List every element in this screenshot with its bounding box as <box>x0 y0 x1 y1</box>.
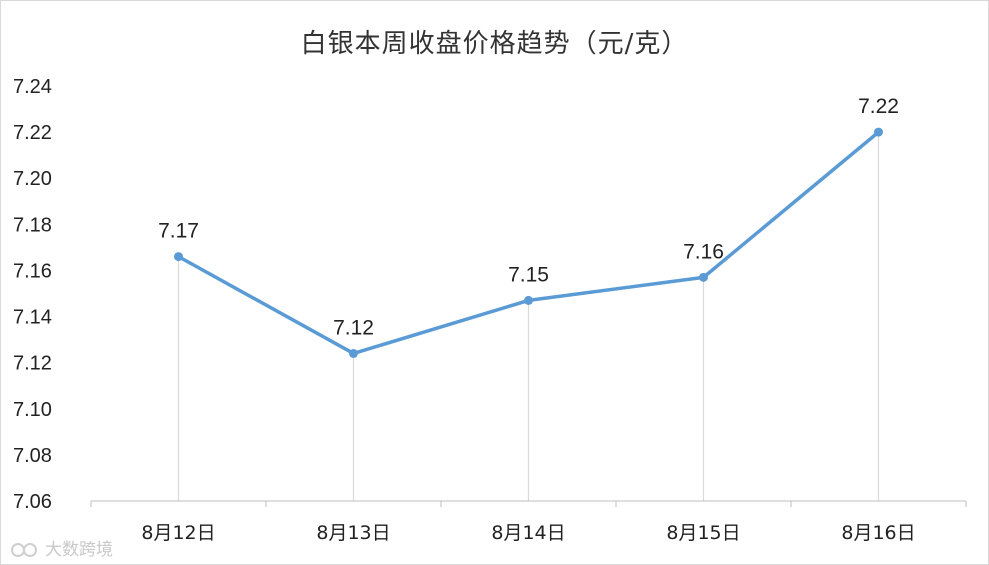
y-tick-label: 7.16 <box>13 260 52 282</box>
chart-title: 白银本周收盘价格趋势（元/克） <box>300 29 689 59</box>
x-tick-label: 8月12日 <box>141 522 215 544</box>
y-tick-label: 7.24 <box>13 76 52 98</box>
x-tick-label: 8月16日 <box>841 522 915 544</box>
data-point <box>874 127 883 137</box>
x-tick-label: 8月14日 <box>491 522 565 544</box>
data-label: 7.12 <box>333 316 374 339</box>
watermark-logo-icon <box>11 541 41 559</box>
data-label: 7.22 <box>858 95 899 118</box>
data-label: 7.15 <box>508 263 549 286</box>
data-label: 7.16 <box>683 240 724 263</box>
x-tick-label: 8月15日 <box>666 522 740 544</box>
watermark: 大数跨境 <box>11 535 113 560</box>
watermark-text: 大数跨境 <box>45 540 113 560</box>
y-tick-label: 7.10 <box>13 399 52 421</box>
data-point <box>174 252 183 262</box>
data-label: 7.17 <box>158 220 199 243</box>
x-tick-label: 8月13日 <box>316 522 390 544</box>
y-tick-label: 7.08 <box>13 445 52 467</box>
y-tick-label: 7.18 <box>13 214 52 236</box>
y-tick-label: 7.22 <box>13 122 52 144</box>
data-point <box>699 272 708 282</box>
y-tick-label: 7.12 <box>13 353 52 375</box>
data-point <box>349 348 358 358</box>
y-tick-label: 7.14 <box>13 307 52 329</box>
y-tick-label: 7.06 <box>13 491 52 513</box>
data-point <box>524 295 533 305</box>
y-tick-label: 7.20 <box>13 168 52 190</box>
